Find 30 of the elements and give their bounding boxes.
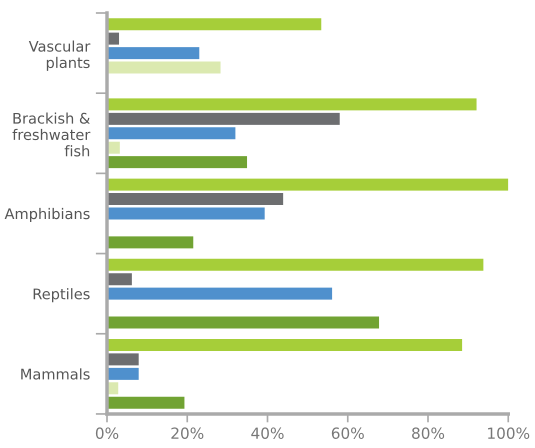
bar: [107, 338, 462, 351]
bar: [107, 236, 194, 248]
bar: [107, 156, 248, 168]
bar: [107, 62, 221, 74]
bar: [107, 18, 322, 30]
x-tick-label: 60%: [332, 427, 364, 439]
y-tick-label: Brackish & freshwater fish: [12, 112, 90, 156]
bar: [107, 368, 139, 380]
x-tick-label: 100%: [488, 427, 530, 439]
bar: [107, 396, 184, 409]
y-tick-label: Reptiles: [34, 288, 90, 302]
y-tick-label: Mammals: [21, 368, 90, 380]
bar: [107, 98, 477, 110]
bar: [107, 316, 380, 329]
x-tick-label: 0%: [96, 427, 118, 439]
x-tick-label: 40%: [251, 427, 284, 439]
bar: [107, 127, 236, 140]
bar: [107, 258, 484, 271]
bar: [107, 178, 508, 191]
x-tick-label: 80%: [412, 427, 444, 439]
x-tick-label: 20%: [171, 427, 204, 439]
bar: [107, 193, 284, 206]
y-tick-label: Amphibians: [4, 208, 90, 222]
bar: [107, 47, 200, 60]
y-tick-label: Vascular plants: [28, 40, 90, 71]
bar: [107, 112, 340, 125]
bar: [107, 353, 139, 366]
bar: [107, 273, 132, 286]
bar: [107, 207, 265, 220]
bar: [107, 288, 332, 300]
